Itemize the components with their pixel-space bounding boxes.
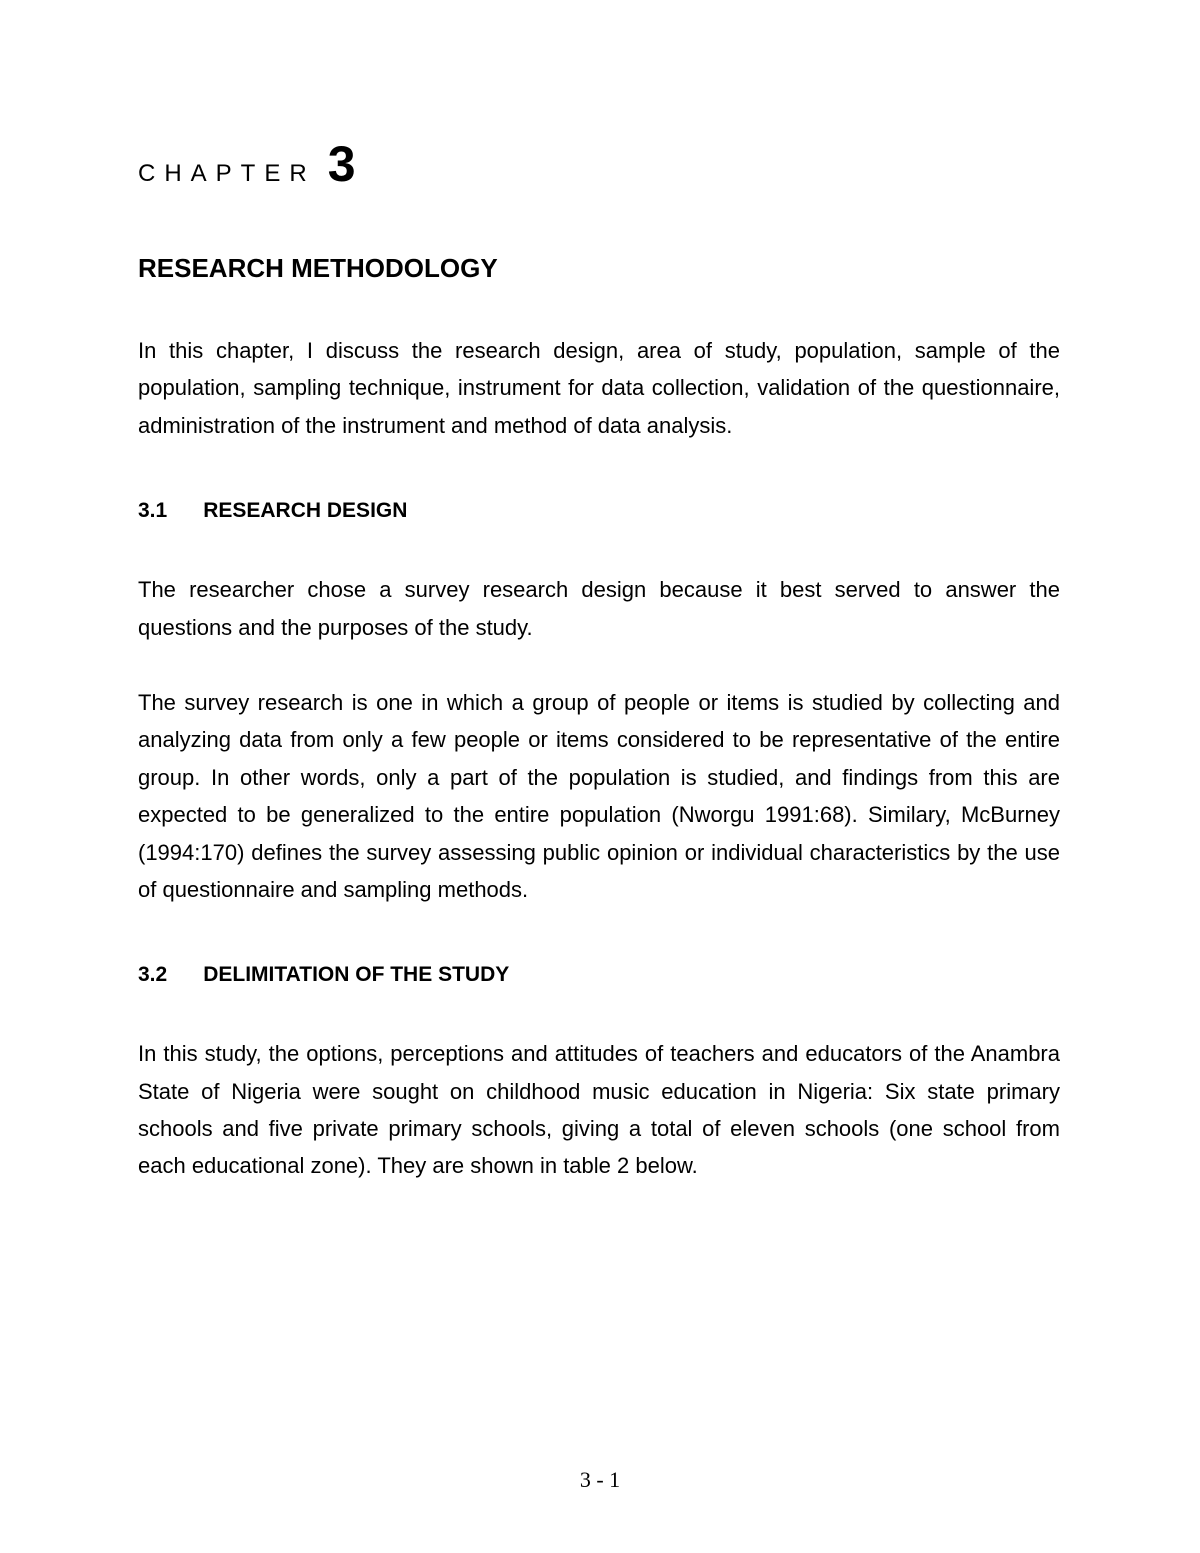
body-paragraph: In this study, the options, perceptions … (138, 1035, 1060, 1185)
section-heading-3-2: 3.2 DELIMITATION OF THE STUDY (138, 963, 1060, 987)
section-heading-3-1: 3.1 RESEARCH DESIGN (138, 499, 1060, 523)
section-number: 3.2 (138, 963, 167, 987)
chapter-number: 3 (328, 135, 356, 193)
main-title: RESEARCH METHODOLOGY (138, 253, 1060, 284)
page-content: CHAPTER 3 RESEARCH METHODOLOGY In this c… (0, 0, 1200, 1185)
page-footer: 3 - 1 (0, 1467, 1200, 1493)
chapter-heading: CHAPTER 3 (138, 135, 1060, 193)
intro-paragraph: In this chapter, I discuss the research … (138, 332, 1060, 444)
section-title: RESEARCH DESIGN (203, 499, 407, 523)
section-number: 3.1 (138, 499, 167, 523)
chapter-label: CHAPTER (138, 160, 316, 188)
section-title: DELIMITATION OF THE STUDY (203, 963, 509, 987)
body-paragraph: The researcher chose a survey research d… (138, 571, 1060, 646)
body-paragraph: The survey research is one in which a gr… (138, 684, 1060, 908)
